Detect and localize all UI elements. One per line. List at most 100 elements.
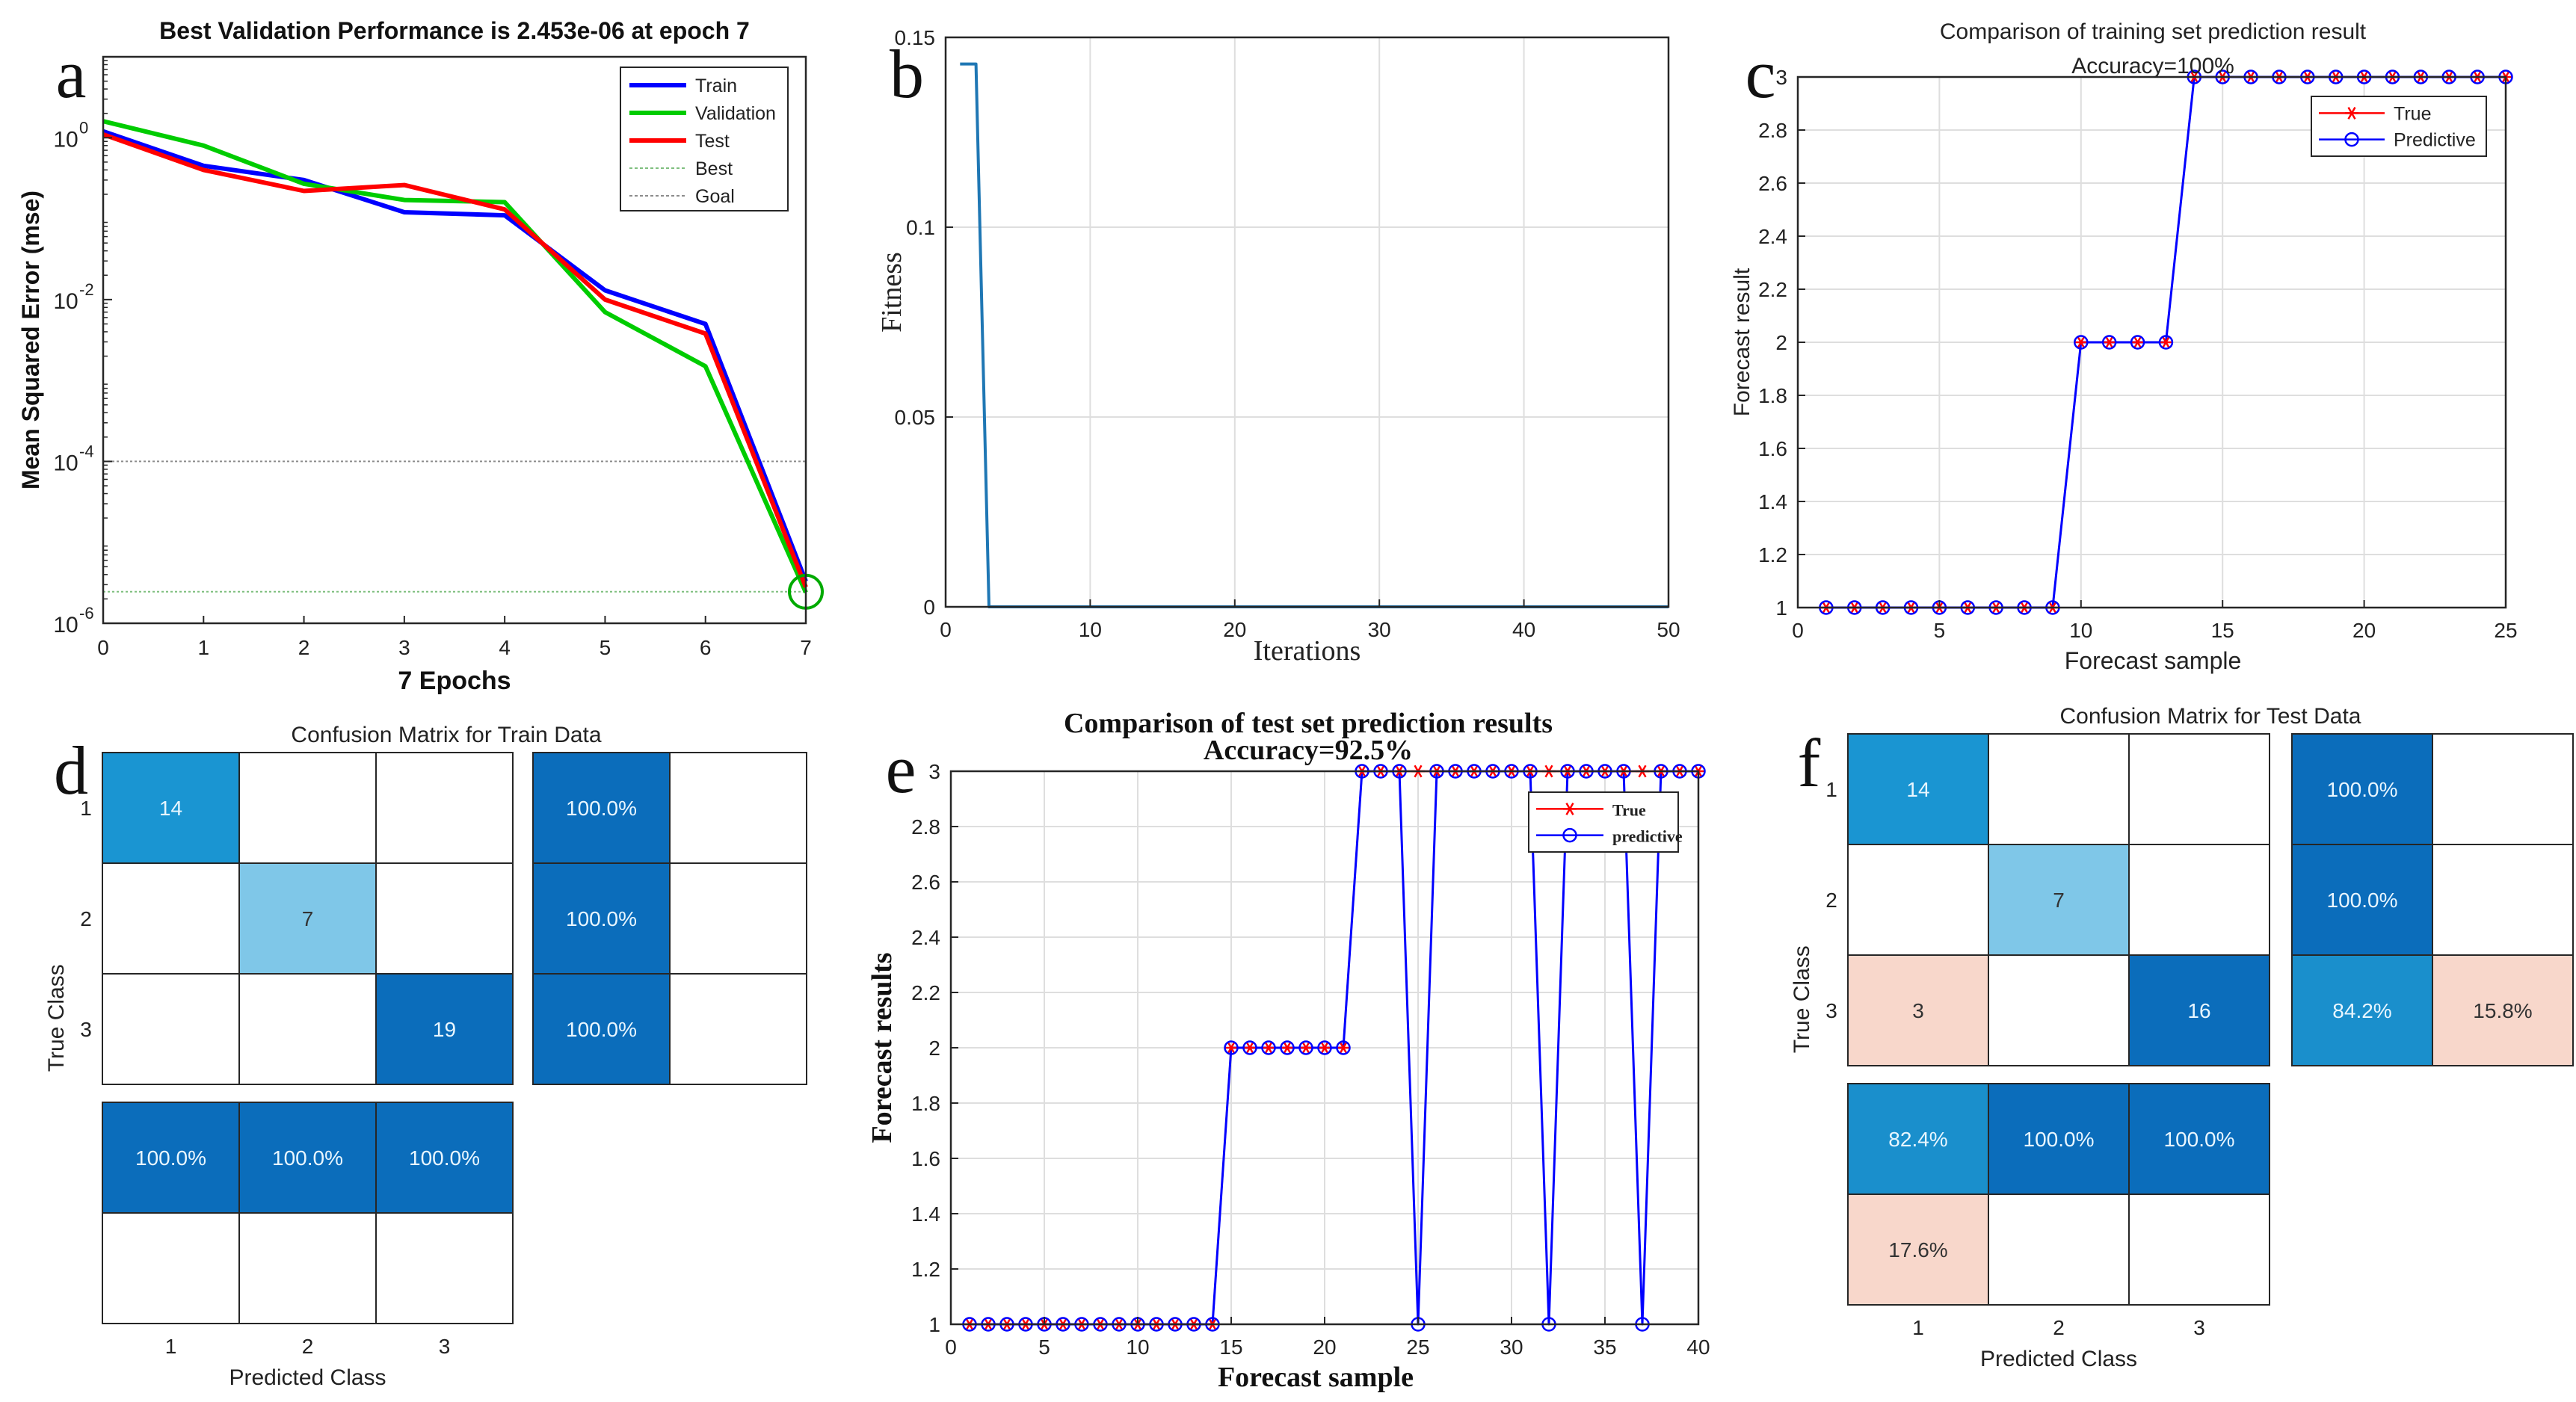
star-stroke — [1565, 802, 1574, 815]
legend-label: Test — [695, 131, 730, 152]
y-tick-label: 1.6 — [1758, 437, 1787, 460]
matrix-cell — [2128, 954, 2270, 1066]
x-tick-label: 3 — [398, 636, 410, 659]
column-summary-cell-label: 100.0% — [272, 1146, 343, 1170]
y-tick-label: 10 — [53, 289, 78, 314]
column-summary-cell-label: 17.6% — [1888, 1238, 1947, 1262]
true-point-marker — [1318, 1041, 1331, 1054]
y-tick-label: 2.8 — [911, 815, 940, 839]
column-summary-cell — [1988, 1193, 2130, 1306]
row-summary-cell — [2432, 733, 2574, 845]
series-line-validation — [102, 119, 808, 594]
matrix-cell — [238, 973, 377, 1085]
y-axis-label-a: Mean Squared Error (mse) — [17, 191, 44, 490]
y-tick-label: 0.1 — [906, 216, 935, 239]
row-summary-cell — [2291, 954, 2433, 1066]
matrix-cell — [102, 862, 240, 975]
x-tick-label: 20 — [1313, 1335, 1336, 1359]
true-point-marker — [1224, 1041, 1238, 1054]
star-stroke — [1339, 1041, 1348, 1054]
legend-label: True — [1612, 800, 1646, 819]
true-point-marker — [1281, 1041, 1294, 1054]
predictive-point-marker — [2074, 335, 2089, 350]
legend-label: Train — [695, 75, 737, 96]
predictive-point-marker — [2101, 335, 2117, 350]
x-tick-label: 15 — [2211, 619, 2234, 642]
true-point-marker — [1299, 1041, 1313, 1054]
panel-letter-e: e — [886, 731, 916, 807]
x-tick-label: 1 — [197, 636, 209, 659]
x-tick-label: 25 — [1406, 1335, 1429, 1359]
x-tick-label: 10 — [1126, 1335, 1149, 1359]
true-point-marker — [1262, 1041, 1275, 1054]
row-class-label: 3 — [80, 1018, 92, 1041]
star-stroke — [1283, 1041, 1292, 1054]
x-axis-label-c: Forecast sample — [2065, 647, 2242, 674]
star-stroke — [1320, 1041, 1329, 1054]
matrix-cell — [1988, 733, 2130, 845]
matrix-cell — [1847, 844, 1989, 956]
y-tick-label: 3 — [1775, 66, 1787, 89]
star-stroke — [2161, 336, 2171, 349]
x-tick-label: 5 — [1934, 619, 1946, 642]
series-line-test — [102, 132, 808, 588]
column-class-label: 3 — [2193, 1316, 2205, 1339]
fitness-curve — [960, 62, 1668, 608]
x-tick-label: 0 — [945, 1335, 957, 1359]
chart-title-c: Comparison of training set prediction re… — [1940, 19, 2367, 44]
legend-marker-true — [2345, 106, 2358, 120]
matrix-cell-label: 3 — [1912, 999, 1924, 1022]
x-tick-label: 5 — [600, 636, 611, 659]
column-summary-cell — [375, 1102, 514, 1214]
y-tick-label: 2 — [1775, 331, 1787, 354]
star-stroke — [2077, 336, 2086, 349]
y-tick-label: 1.8 — [911, 1092, 940, 1115]
predictive-point-marker — [1298, 1040, 1313, 1055]
x-tick-label: 30 — [1500, 1335, 1523, 1359]
row-summary-cell-label: 15.8% — [2473, 999, 2532, 1022]
row-summary-cell-label: 100.0% — [2327, 778, 2398, 801]
matrix-cell — [102, 752, 240, 864]
legend-box-e — [1528, 791, 1679, 853]
row-summary-cell-label: 100.0% — [566, 907, 637, 930]
y-tick-label: 2.4 — [911, 926, 940, 949]
chart-title-a: Best Validation Performance is 2.453e-06… — [159, 17, 750, 44]
matrix-cell — [2128, 733, 2270, 845]
legend-label: True — [2394, 103, 2431, 124]
y-tick-label: 2.4 — [1758, 225, 1787, 248]
x-tick-label: 40 — [1512, 618, 1535, 641]
matrix-cell-label: 14 — [159, 797, 182, 820]
x-tick-label: 6 — [700, 636, 712, 659]
x-tick-label: 20 — [1223, 618, 1246, 641]
true-point-marker — [2102, 336, 2116, 349]
y-tick-label: 1.4 — [1758, 490, 1787, 513]
y-tick-label: 2.2 — [911, 981, 940, 1004]
x-tick-label: 40 — [1686, 1335, 1710, 1359]
true-point-marker — [2159, 336, 2173, 349]
matrix-cell — [375, 752, 514, 864]
row-class-label: 3 — [1825, 999, 1837, 1022]
x-tick-label: 30 — [1368, 618, 1391, 641]
y-tick-label: 2.2 — [1758, 278, 1787, 301]
row-summary-cell-label: 100.0% — [566, 1018, 637, 1041]
y-tick-label: 0 — [923, 596, 935, 619]
y-tick-label: 2.6 — [1758, 172, 1787, 195]
panel-letter-d: d — [54, 732, 88, 809]
y-tick-label: 10 — [53, 127, 78, 152]
true-point-marker — [2074, 336, 2088, 349]
row-summary-cell — [2291, 733, 2433, 845]
panel-letter-c: c — [1745, 36, 1776, 112]
plot-frame-a — [102, 55, 807, 625]
x-axis-label-f: Predicted Class — [1980, 1347, 2137, 1371]
y-tick-label: 1.8 — [1758, 384, 1787, 407]
y-axis-label-f: True Class — [1790, 945, 1814, 1053]
matrix-cell — [1988, 844, 2130, 956]
matrix-cell — [2128, 844, 2270, 956]
y-tick-label: 0.15 — [895, 26, 936, 49]
star-stroke — [2105, 336, 2114, 349]
x-tick-label: 10 — [1079, 618, 1102, 641]
legend-label: Best — [695, 158, 733, 179]
y-tick-label: 10 — [53, 451, 78, 475]
x-axis-label-d: Predicted Class — [229, 1365, 386, 1390]
